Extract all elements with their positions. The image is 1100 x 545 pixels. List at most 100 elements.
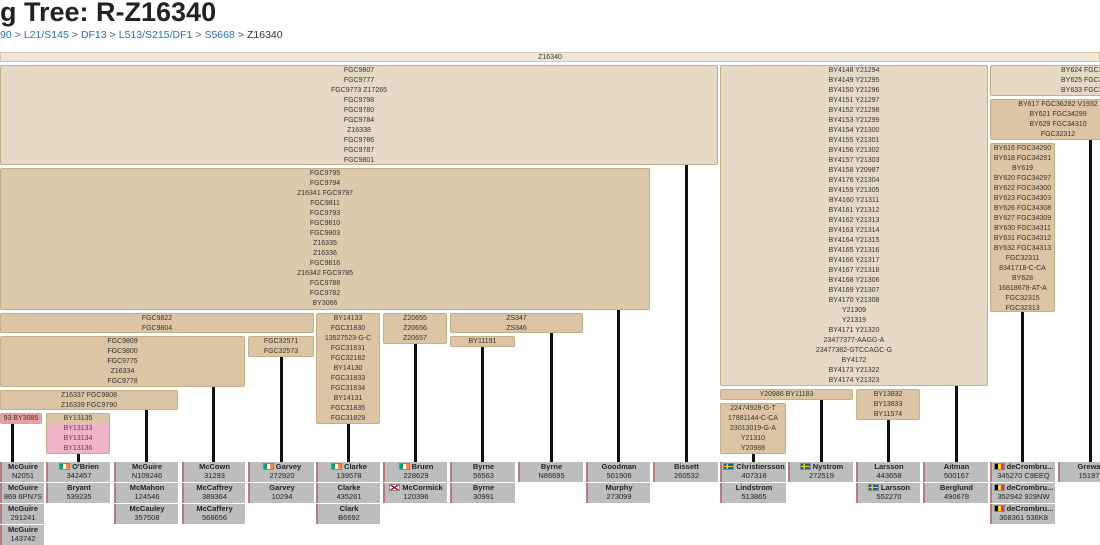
kit-name: Berglund: [940, 483, 973, 492]
kit-name: Garvey: [275, 462, 302, 471]
kit-name: McGuire: [7, 462, 38, 471]
breadcrumb-link[interactable]: 90: [0, 29, 12, 41]
flag: [867, 484, 879, 491]
kit-name-row: McCown: [184, 462, 245, 471]
kit-name: Bissett: [673, 462, 699, 471]
kit: Bryant 539235: [46, 483, 110, 503]
kit-name: Larsson: [880, 483, 911, 492]
snp-label: BY4162 Y21313: [828, 217, 880, 224]
snp-label: Z16334: [110, 368, 135, 375]
snp-label: BY4171 Y21320: [828, 327, 880, 334]
kit: McCown 31293: [182, 462, 245, 482]
connector: [212, 387, 215, 462]
snp-label: FGC31829: [330, 415, 366, 422]
snp-label: BY4166 Y21317: [828, 257, 880, 264]
snp-label: BY14130: [333, 365, 363, 372]
kit-id: 15197: [1078, 471, 1100, 480]
breadcrumb-link[interactable]: DF13: [80, 29, 107, 41]
snp-label: BY4172: [841, 357, 867, 364]
kit-name-row: Aitman: [925, 462, 988, 471]
snp-node: BY14133 FGC31830 13527523-G-C FGC31831 FGC32…: [316, 313, 380, 424]
snp-label: FGC9786: [343, 137, 375, 144]
kit-name: McGuire: [131, 462, 162, 471]
kit-name: Byrne: [540, 462, 563, 471]
snp-label: Y20988: [740, 445, 766, 452]
kit-id: 124546: [134, 492, 160, 501]
kit-name: Goodman: [601, 462, 637, 471]
kit-id: 228629: [403, 471, 429, 480]
kit-name-row: Garvey: [250, 483, 314, 492]
kit-id: 31293: [204, 471, 225, 480]
kit-name-row: Byrne: [520, 462, 583, 471]
snp-node: FGC32571 FGC32573: [248, 336, 314, 357]
kit-name: McCown: [199, 462, 230, 471]
snp-label: BY626 FGC34308: [993, 205, 1052, 212]
snp-label: BY4167 Y21318: [828, 267, 880, 274]
snp-label: FGC9788: [309, 280, 341, 287]
breadcrumb-link[interactable]: L21/S145: [23, 29, 69, 41]
flag: [398, 463, 410, 470]
snp-label: BY4152 Y21298: [828, 107, 880, 114]
kit-name-row: Byrne: [452, 462, 515, 471]
snp-label: BY13133: [47, 424, 109, 434]
snp-label: BY4163 Y21314: [828, 227, 880, 234]
breadcrumb-link[interactable]: S5668: [204, 29, 235, 41]
kit-id: B6692: [338, 513, 360, 522]
snp-label: BY4153 Y21299: [828, 117, 880, 124]
kit: Clarke 139578: [316, 462, 380, 482]
kit-id: 352942 929NW: [997, 492, 1050, 501]
kit-name-row: Larsson: [858, 483, 920, 492]
snp-label: BY13833: [873, 401, 903, 408]
kit-id: 568656: [201, 513, 228, 522]
snp-label: FGC9800: [107, 348, 138, 355]
kit-id: 345270 C9EEQ: [997, 471, 1050, 480]
snp-node: BY616 FGC34290 BY618 FGC34291 BY619 BY620 F…: [990, 143, 1055, 312]
snp-label: Z16339 FGC9790: [60, 402, 118, 409]
snp-label: BY628: [1011, 275, 1034, 282]
kit-id: 407318: [741, 471, 767, 480]
kit-name-row: McGuire: [2, 462, 44, 471]
snp-label: FGC9807: [343, 67, 375, 74]
snp-label: BY4159 Y21305: [828, 187, 880, 194]
snp-label: FGC32311: [1005, 255, 1040, 262]
snp-node: Z20655 Z20656 Z20657: [383, 313, 447, 344]
kit: Byrne 56563: [450, 462, 515, 482]
breadcrumb-link[interactable]: L513/S215/DF1: [118, 29, 193, 41]
kit: Aitman 500167: [923, 462, 988, 482]
kit-id: 342457: [66, 471, 92, 480]
kit: deCrombru... 345270 C9EEQ: [990, 462, 1055, 482]
connector: [1089, 140, 1092, 462]
snp-label: BY620 FGC34297: [993, 175, 1052, 182]
snp-label: FGC31833: [330, 375, 366, 382]
snp-label: BY616 FGC34290: [993, 145, 1052, 152]
snp-label: BY630 FGC34311: [994, 225, 1051, 232]
snp-label: Z16342 FGC9785: [296, 270, 354, 277]
kit-name-row: McMahon: [116, 483, 178, 492]
breadcrumb-separator: >: [71, 29, 78, 41]
snp-label: Y21319: [841, 317, 867, 324]
connector: [145, 410, 148, 462]
snp-label: BY4164 Y21315: [828, 237, 880, 244]
kit-name-row: Goodman: [588, 462, 650, 471]
kit-name: Nystrom: [812, 462, 844, 471]
snp-label: Z20657: [403, 335, 427, 342]
snp-label: BY633 FGC3: [1061, 87, 1100, 94]
connector: [414, 344, 417, 462]
kit-id: 272519: [808, 471, 835, 480]
kit: McGuire 143742: [0, 525, 44, 545]
flag: [993, 463, 1005, 470]
breadcrumb-separator: >: [14, 29, 21, 41]
kit: Goodman 501906: [586, 462, 650, 482]
snp-label: FGC32315: [1005, 295, 1040, 302]
connector: [1021, 312, 1024, 462]
kit-id: 539235: [66, 492, 92, 501]
snp-label: Z20656: [403, 325, 427, 332]
kit-id: 143742: [10, 534, 36, 543]
kit-name: McGuire: [7, 525, 38, 534]
kit-name-row: deCrombru...: [992, 483, 1055, 492]
snp-label: 8341718-C-CA: [999, 265, 1046, 272]
snp-label: FGC9798: [343, 97, 375, 104]
kit: deCrombru... 352942 929NW: [990, 483, 1055, 503]
snp-label: Z20655: [403, 315, 427, 322]
kit-name-row: Clark: [318, 504, 380, 513]
